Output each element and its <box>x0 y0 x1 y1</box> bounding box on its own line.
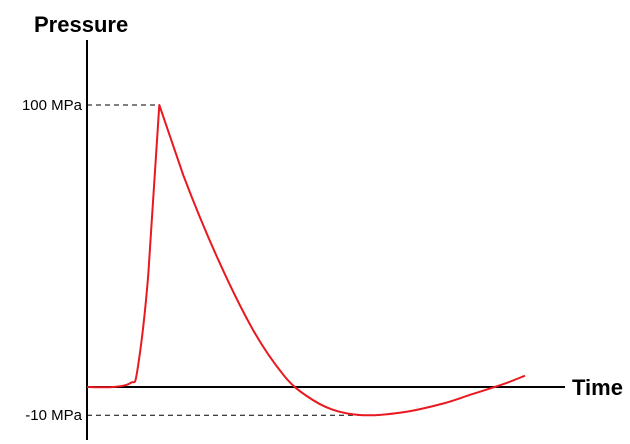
pressure-curve <box>86 104 526 417</box>
x-axis-title: Time <box>572 375 623 400</box>
y-tick-label-0: 100 MPa <box>22 97 83 114</box>
y-tick-label-1: -10 MPa <box>25 407 82 424</box>
series-layer <box>86 104 526 417</box>
y-axis-title: Pressure <box>34 12 128 37</box>
y-tick-labels: 100 MPa -10 MPa <box>22 97 83 424</box>
reference-guides <box>87 104 363 416</box>
